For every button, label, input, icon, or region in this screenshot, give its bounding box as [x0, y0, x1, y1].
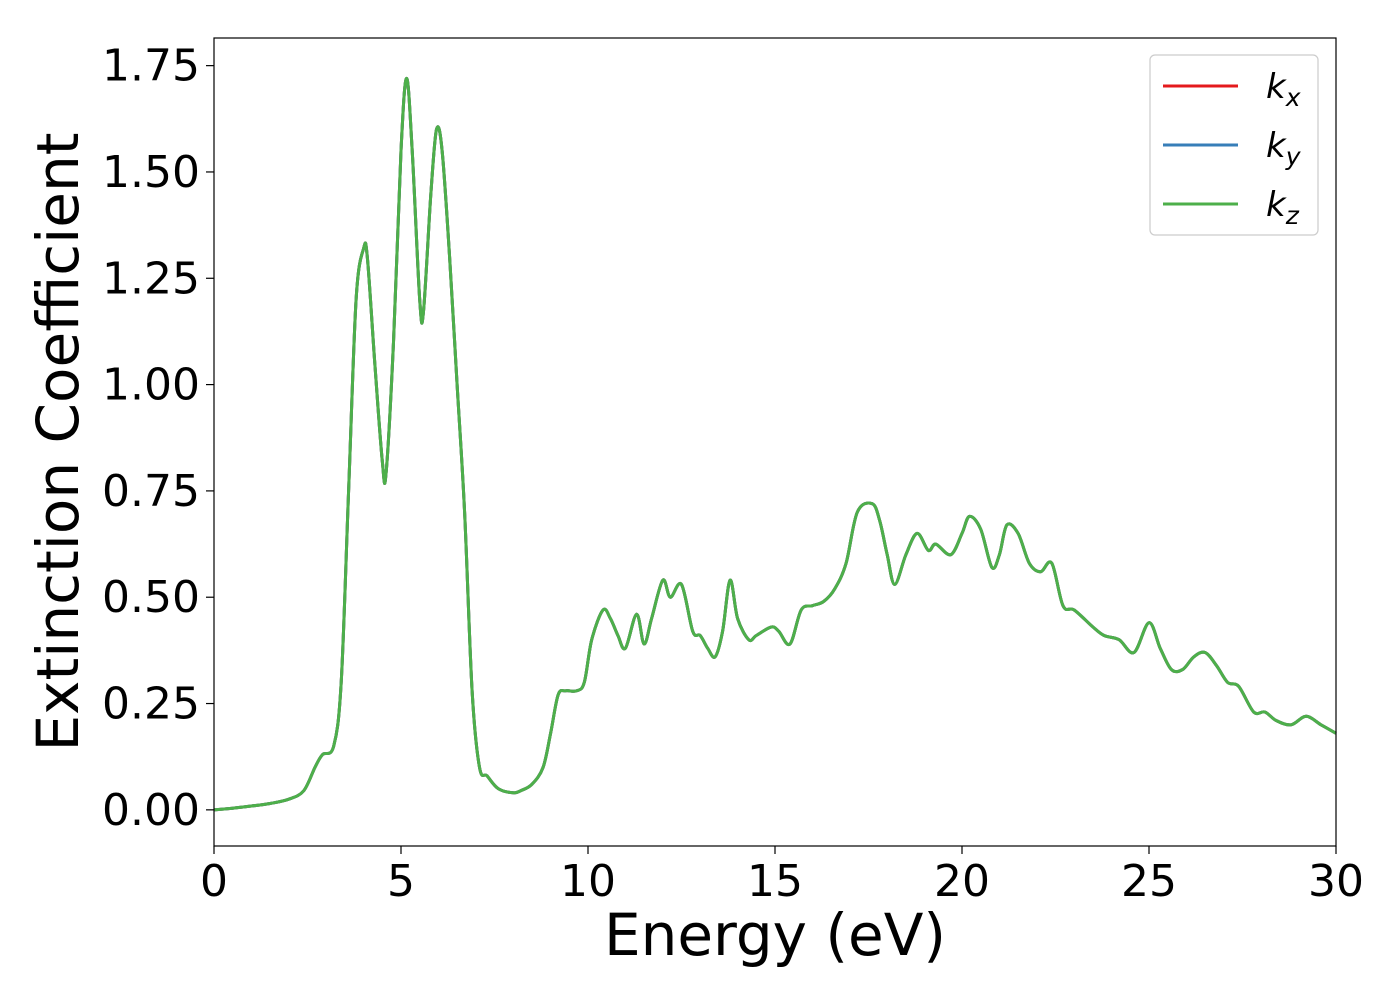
x-tick-label: 0	[200, 856, 228, 907]
y-tick-label: 0.00	[102, 785, 200, 836]
x-tick-label: 5	[387, 856, 415, 907]
x-tick-label: 30	[1308, 856, 1364, 907]
series-line-kz	[213, 76, 1337, 812]
y-tick-label: 0.25	[102, 679, 200, 730]
y-tick-label: 1.25	[102, 253, 200, 304]
y-tick-label: 1.75	[102, 41, 200, 92]
legend-label-kz: kz	[1266, 185, 1300, 230]
x-axis: 0 5 10 15 20 25 30	[200, 846, 1364, 907]
x-tick-label: 25	[1121, 856, 1177, 907]
x-axis-title: Energy (eV)	[604, 901, 946, 969]
x-tick-label: 10	[560, 856, 616, 907]
legend-label-ky: ky	[1266, 126, 1302, 171]
plot-lines	[213, 76, 1337, 812]
x-tick-label: 20	[934, 856, 990, 907]
y-tick-label: 0.50	[102, 572, 200, 623]
y-tick-label: 1.50	[102, 147, 200, 198]
y-axis: 0.00 0.25 0.50 0.75 1.00 1.25 1.50 1.75	[102, 41, 214, 836]
legend-label-kx: kx	[1266, 67, 1301, 112]
legend: kx ky kz	[1149, 54, 1319, 236]
y-tick-label: 0.75	[102, 466, 200, 517]
x-tick-label: 15	[747, 856, 803, 907]
y-axis-title: Extinction Coefficient	[24, 133, 92, 752]
y-tick-label: 1.00	[102, 360, 200, 411]
